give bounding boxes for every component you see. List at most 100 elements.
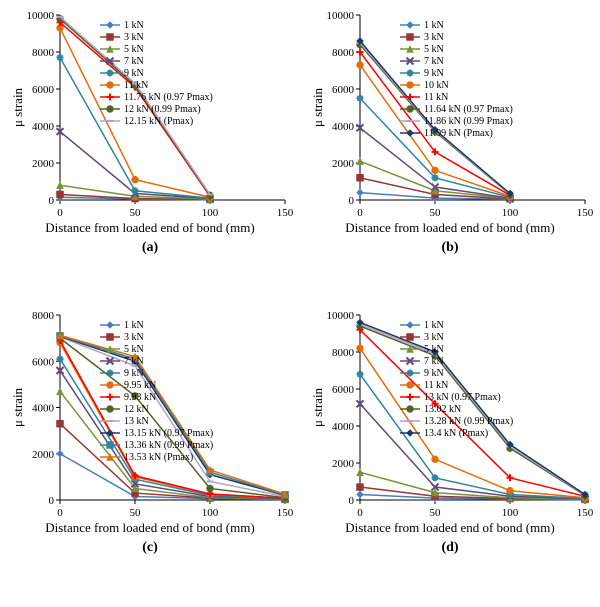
panel-c: 020004000600080000501001501 kN3 kN5 kN7 … [5, 305, 295, 605]
x-axis-label: Distance from loaded end of bond (mm) [305, 520, 595, 536]
legend-label: 5 kN [424, 44, 444, 55]
legend-label: 3 kN [124, 32, 144, 43]
svg-text:4000: 4000 [32, 121, 55, 133]
legend-label: 12 kN [124, 404, 149, 415]
svg-text:50: 50 [430, 507, 442, 519]
legend-label: 11.64 kN (0.97 Pmax) [424, 104, 513, 115]
legend-label: 11.99 kN (Pmax) [424, 128, 493, 139]
legend-label: 11 kN [424, 380, 448, 391]
svg-text:6000: 6000 [332, 384, 355, 396]
svg-text:150: 150 [277, 507, 294, 519]
legend-label: 3 kN [424, 332, 444, 343]
svg-text:0: 0 [357, 507, 363, 519]
panel-caption: (d) [305, 540, 595, 556]
x-axis-label: Distance from loaded end of bond (mm) [305, 220, 595, 236]
svg-text:100: 100 [502, 507, 519, 519]
legend-label: 11 kN [424, 92, 448, 103]
legend-label: 9 kN [124, 68, 144, 79]
panel-a: 0 2000 4000 6000 8000 10000 0 50 100 150 1 kN3 kN5… [5, 5, 295, 300]
svg-text:0: 0 [49, 495, 55, 507]
legend-label: 1 kN [124, 20, 144, 31]
legend-label: 11.76 kN (0.97 Pmax) [124, 92, 213, 103]
svg-text:0: 0 [57, 207, 63, 219]
legend-label: 9 kN [124, 368, 144, 379]
svg-text:50: 50 [430, 207, 442, 219]
svg-text:2000: 2000 [32, 449, 55, 461]
legend-label: 5 kN [124, 44, 144, 55]
legend-label: 13.53 kN (Pmax) [124, 452, 193, 463]
svg-text:100: 100 [202, 207, 219, 219]
svg-text:50: 50 [130, 207, 142, 219]
svg-text:2000: 2000 [332, 458, 355, 470]
svg-text:100: 100 [502, 207, 519, 219]
legend-label: 3 kN [124, 332, 144, 343]
legend-label: 13.02 kN [424, 404, 461, 415]
legend-label: 10 kN [424, 80, 449, 91]
legend-label: 7 kN [124, 356, 144, 367]
series-line [360, 326, 585, 495]
legend-label: 7 kN [424, 56, 444, 67]
svg-text:8000: 8000 [332, 347, 355, 359]
svg-text:10000: 10000 [27, 10, 55, 22]
svg-text:6000: 6000 [32, 84, 55, 96]
svg-text:0: 0 [49, 195, 55, 207]
svg-text:150: 150 [577, 207, 594, 219]
legend-label: 13.15 kN (0.97 Pmax) [124, 428, 213, 439]
legend-label: 12.15 kN (Pmax) [124, 116, 193, 127]
panel-caption: (c) [5, 540, 295, 556]
legend-label: 13.36 kN (0.99 Pmax) [124, 440, 213, 451]
legend-label: 13.28 kN (0.99 Pmax) [424, 416, 513, 427]
legend-label: 1 kN [424, 20, 444, 31]
legend-label: 9 kN [424, 368, 444, 379]
legend-label: 1 kN [124, 320, 144, 331]
panel-b: 0 2000 4000 6000 8000 10000 0 50 100 150 1 kN3 kN5… [305, 5, 595, 300]
y-axis-label: μ strain [310, 87, 325, 127]
x-axis-label: Distance from loaded end of bond (mm) [5, 520, 295, 536]
y-axis-label: μ strain [10, 387, 25, 427]
series-line [360, 322, 585, 494]
figure-2x2-grid: { "layout":{ "panel_w":290,"panel_h":250… [0, 0, 600, 607]
legend-label: 13 kN (0.97 Pmax) [424, 392, 501, 403]
svg-text:0: 0 [357, 207, 363, 219]
svg-text:150: 150 [277, 207, 294, 219]
panel-caption: (a) [5, 240, 295, 256]
svg-text:6000: 6000 [32, 356, 55, 368]
svg-text:10000: 10000 [327, 10, 355, 22]
legend-label: 5 kN [424, 344, 444, 355]
legend-label: 13.4 kN (Pmax) [424, 428, 488, 439]
y-axis-label: μ strain [310, 387, 325, 427]
series-line [360, 324, 585, 495]
svg-text:4000: 4000 [332, 121, 355, 133]
svg-text:2000: 2000 [32, 158, 55, 170]
legend-label: 11 kN [124, 80, 148, 91]
svg-text:10000: 10000 [327, 310, 355, 322]
panel-caption: (b) [305, 240, 595, 256]
svg-text:8000: 8000 [332, 47, 355, 59]
legend-label: 7 kN [424, 356, 444, 367]
svg-text:2000: 2000 [332, 158, 355, 170]
svg-text:4000: 4000 [332, 421, 355, 433]
legend-label: 1 kN [424, 320, 444, 331]
svg-text:0: 0 [349, 195, 355, 207]
svg-text:8000: 8000 [32, 47, 55, 59]
legend-label: 9 kN [424, 68, 444, 79]
series-line [60, 336, 285, 495]
svg-text:8000: 8000 [32, 310, 55, 322]
svg-text:150: 150 [577, 507, 594, 519]
svg-text:0: 0 [57, 507, 63, 519]
svg-text:4000: 4000 [32, 403, 55, 415]
legend-label: 11.86 kN (0.99 Pmax) [424, 116, 513, 127]
legend-label: 12 kN (0.99 Pmax) [124, 104, 201, 115]
legend-label: 13 kN [124, 416, 149, 427]
panel-d: 0 2000 4000 6000 8000 10000 0 50 100 150 1 kN3 kN5… [305, 305, 595, 605]
svg-text:0: 0 [349, 495, 355, 507]
y-axis-label: μ strain [10, 87, 25, 127]
x-axis-label: Distance from loaded end of bond (mm) [5, 220, 295, 236]
legend-label: 7 kN [124, 56, 144, 67]
svg-text:6000: 6000 [332, 84, 355, 96]
svg-text:100: 100 [202, 507, 219, 519]
legend-label: 9.95 kN [124, 380, 156, 391]
legend-label: 3 kN [424, 32, 444, 43]
legend-label: 5 kN [124, 344, 144, 355]
legend-label: 9.93 kN [124, 392, 156, 403]
